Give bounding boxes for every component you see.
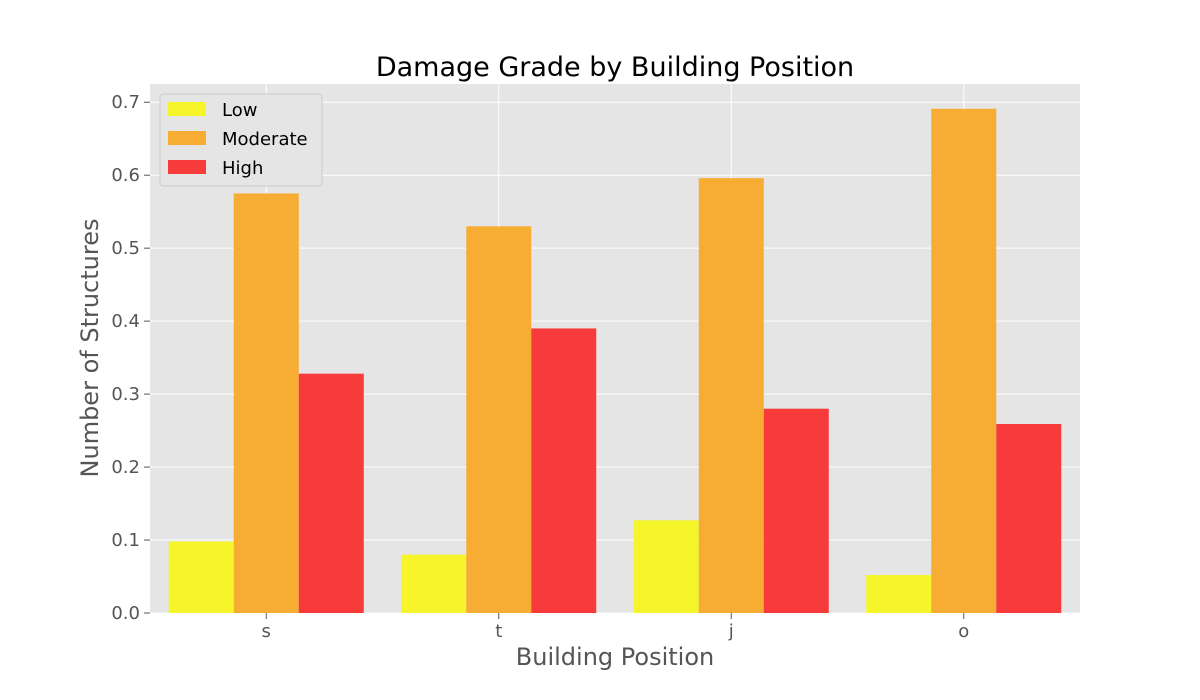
y-tick-label: 0.0 — [111, 603, 140, 624]
legend: Low Moderate High — [159, 93, 323, 187]
x-tick-label: s — [262, 621, 271, 642]
y-tick-label: 0.3 — [111, 384, 140, 405]
legend-label-moderate: Moderate — [222, 129, 308, 150]
bars — [168, 108, 1062, 613]
bar-moderate-t — [466, 226, 532, 613]
legend-swatch-high — [168, 160, 206, 174]
legend-label-high: High — [222, 158, 263, 179]
bar-low-o — [866, 575, 932, 613]
bar-high-o — [996, 424, 1062, 613]
bar-high-s — [298, 373, 364, 613]
y-axis-title: Number of Structures — [76, 219, 104, 478]
bar-low-s — [168, 541, 234, 613]
y-tick-label: 0.6 — [111, 165, 140, 186]
chart-title: Damage Grade by Building Position — [376, 52, 854, 83]
bar-high-t — [531, 328, 597, 613]
y-tick-label: 0.7 — [111, 92, 140, 113]
x-tick-label: o — [958, 621, 969, 642]
bar-moderate-o — [931, 108, 997, 613]
legend-swatch-moderate — [168, 131, 206, 145]
legend-swatch-low — [168, 102, 206, 116]
x-tick-label: j — [728, 621, 734, 642]
y-tick-label: 0.4 — [111, 311, 140, 332]
y-tick-label: 0.5 — [111, 238, 140, 259]
bar-moderate-j — [698, 178, 764, 613]
bar-high-j — [763, 408, 829, 613]
bar-low-t — [401, 554, 467, 613]
bar-moderate-s — [233, 193, 299, 613]
y-tick-label: 0.2 — [111, 457, 140, 478]
legend-label-low: Low — [222, 100, 257, 121]
x-tick-label: t — [495, 621, 502, 642]
y-tick-labels: 0.0 0.1 0.2 0.3 0.4 0.5 0.6 0.7 — [111, 92, 150, 624]
x-axis-title: Building Position — [516, 643, 714, 671]
y-tick-label: 0.1 — [111, 530, 140, 551]
bar-low-j — [633, 520, 699, 613]
